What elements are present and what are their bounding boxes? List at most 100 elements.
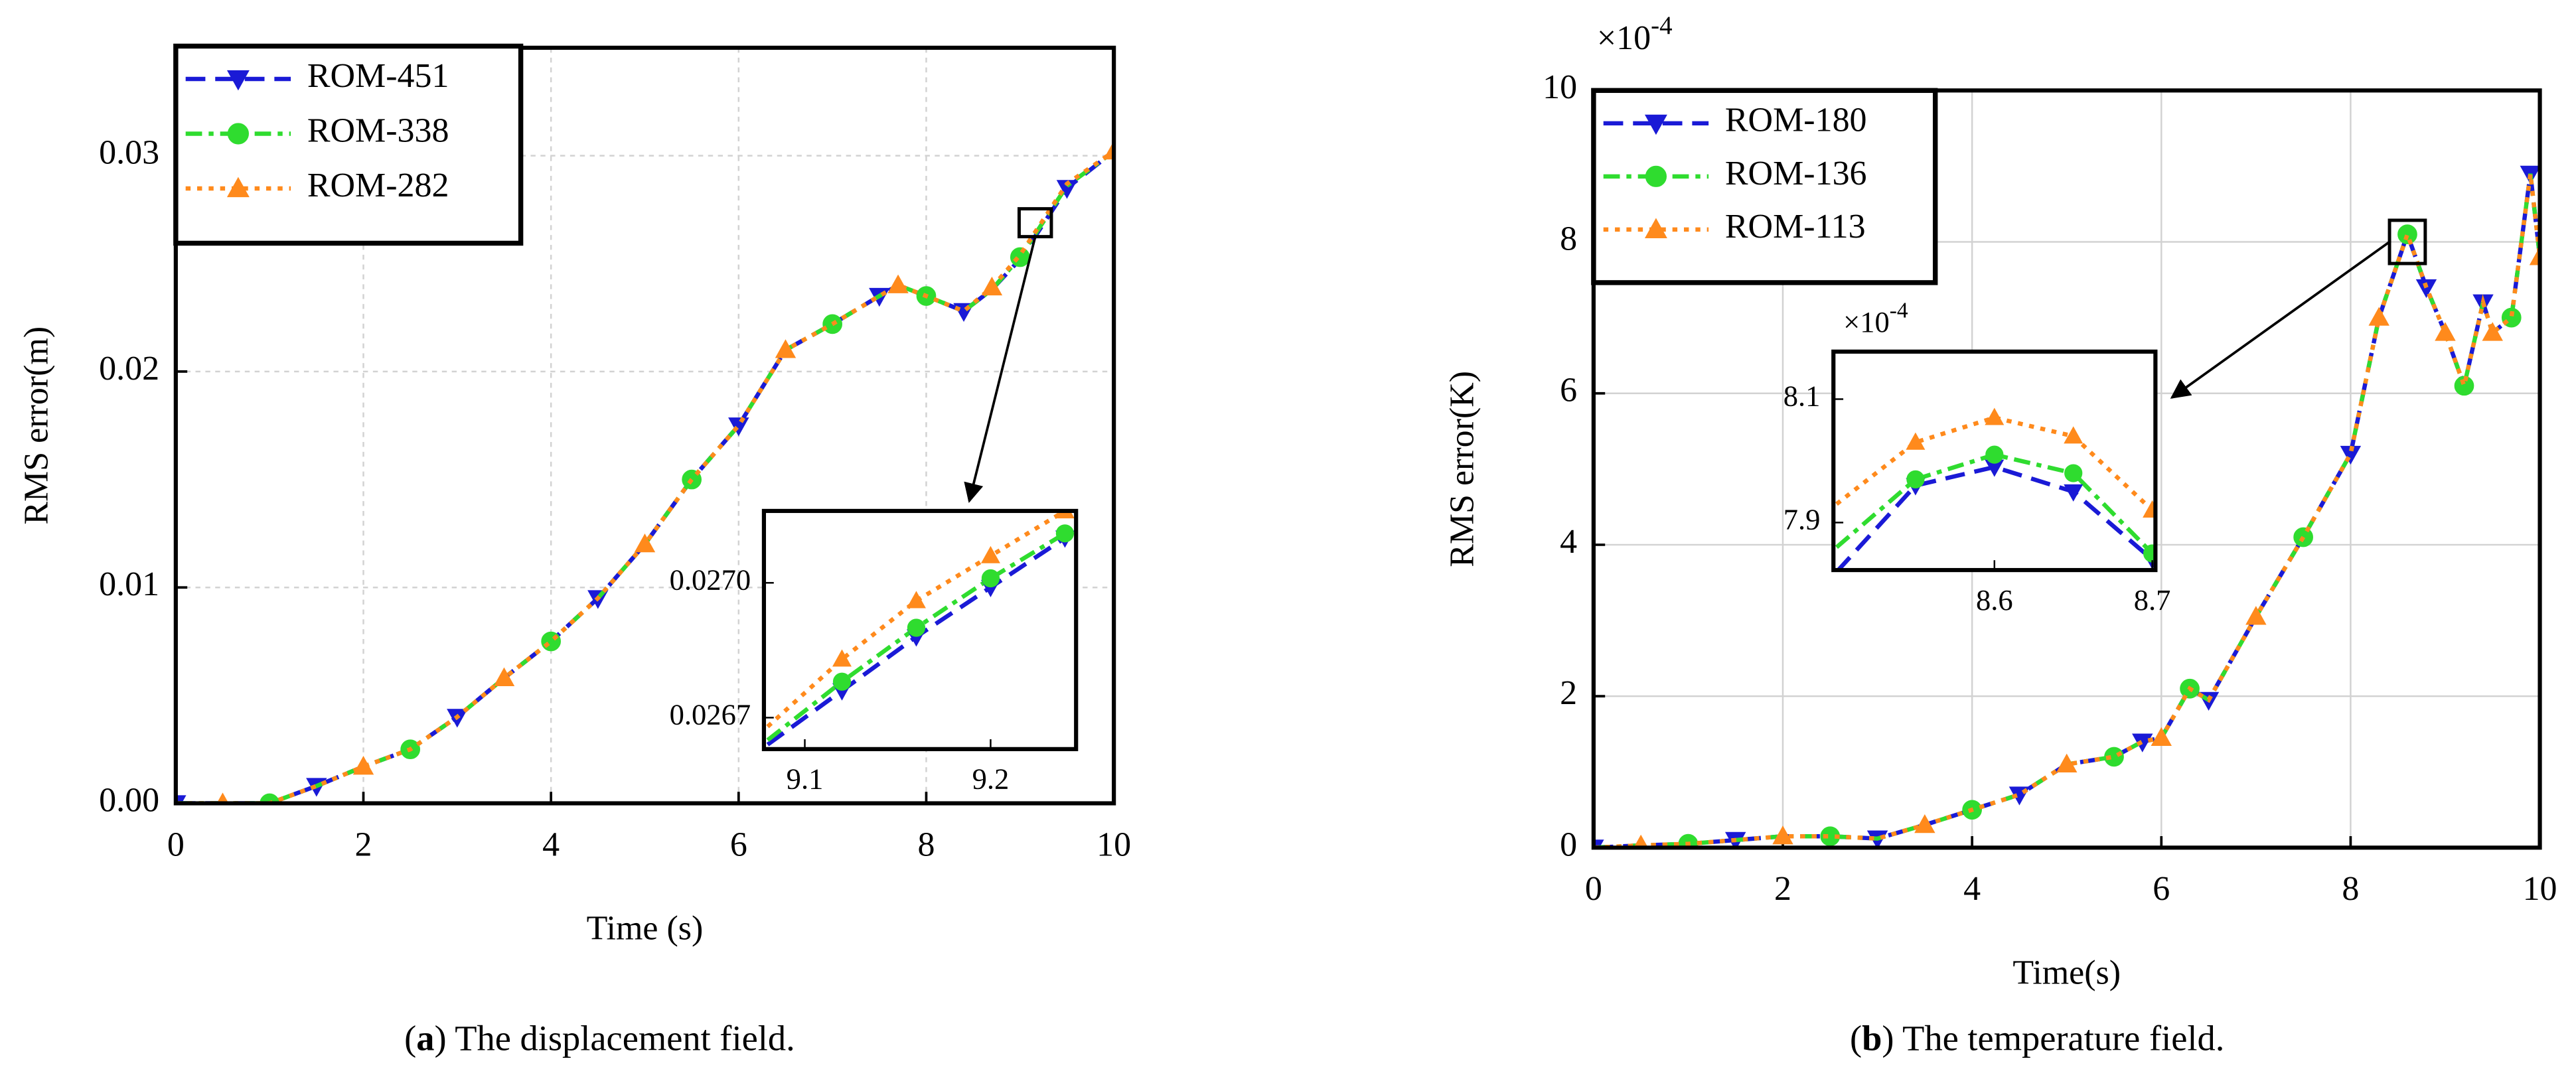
marker <box>906 591 926 609</box>
zoom-arrow <box>964 236 1037 503</box>
series-line <box>1835 465 2154 571</box>
caption-prefix: ( <box>1850 1017 1862 1058</box>
marker <box>2435 322 2456 341</box>
x-tick-label: 8 <box>917 826 935 863</box>
inset-y-tick-label: 7.9 <box>1783 503 1821 536</box>
legend-marker <box>1644 218 1667 238</box>
caption-prefix: ( <box>404 1017 416 1058</box>
x-tick-label: 6 <box>730 826 747 863</box>
marker <box>832 649 852 667</box>
marker <box>1985 445 2004 464</box>
marker <box>260 793 280 804</box>
marker <box>832 672 852 691</box>
x-tick-label: 0 <box>167 826 185 863</box>
x-axis-label: Time(s) <box>2012 954 2121 991</box>
y-axis-label: RMS error(m) <box>17 326 55 525</box>
marker <box>2482 322 2503 341</box>
marker <box>1633 834 1649 848</box>
caption-letter: a <box>416 1017 434 1058</box>
marker <box>2151 727 2172 747</box>
marker <box>775 339 796 358</box>
y-tick-label: 0.01 <box>99 565 159 603</box>
legend-label: ROM-113 <box>1725 208 1866 246</box>
inset-x-tick-label: 8.7 <box>2134 583 2171 616</box>
y-tick-label: 4 <box>1560 523 1577 561</box>
y-axis-label: RMS error(K) <box>1444 371 1481 567</box>
plot-lines <box>1593 165 2540 848</box>
x-tick-label: 6 <box>2153 870 2170 908</box>
plot-frame <box>173 45 1116 806</box>
legend-marker <box>226 70 250 91</box>
plot-lines <box>175 140 1114 804</box>
y-tick-label: 0 <box>1560 826 1577 863</box>
marker <box>541 631 562 652</box>
legend-marker <box>227 123 249 145</box>
x-tick-label: 0 <box>1585 870 1602 908</box>
scale-base: ×10 <box>1597 19 1651 57</box>
marker <box>2143 544 2156 563</box>
y-tick-label: 0.02 <box>99 350 159 388</box>
marker <box>634 533 656 553</box>
y-tick-label: 0.03 <box>99 134 159 172</box>
marker <box>981 569 1000 588</box>
marker <box>2143 500 2156 518</box>
marker <box>1055 524 1075 543</box>
caption: (a) The displacement field. <box>404 1017 795 1058</box>
scale-base: ×10 <box>1843 305 1890 338</box>
y-tick-label: 10 <box>1543 68 1577 106</box>
legend-marker <box>1644 114 1667 135</box>
scale-label: ×10-4 <box>1597 11 1673 57</box>
scale-exponent: -4 <box>1651 11 1672 40</box>
marker <box>2245 606 2267 625</box>
x-tick-label: 2 <box>355 826 372 863</box>
marker <box>1906 432 1926 450</box>
marker <box>2397 224 2417 244</box>
x-tick-label: 2 <box>1774 870 1791 908</box>
series-line <box>1835 415 2154 512</box>
inset-x-tick-label: 9.2 <box>972 762 1010 796</box>
inset-x-tick-label: 8.6 <box>1976 583 2013 616</box>
caption-text: ) The temperature field. <box>1882 1017 2224 1058</box>
x-tick-label: 10 <box>2523 870 2557 908</box>
marker <box>2415 279 2437 299</box>
marker <box>887 274 909 293</box>
caption: (b) The temperature field. <box>1850 1017 2224 1058</box>
inset-lines <box>766 510 1075 747</box>
scale-label: ×10-4 <box>1843 298 1908 338</box>
inset-y-tick-label: 0.0270 <box>670 563 751 597</box>
marker <box>1103 140 1114 160</box>
inset-lines <box>1835 407 2156 571</box>
caption-letter: b <box>1862 1017 1882 1058</box>
marker <box>728 417 749 437</box>
legend-label: ROM-282 <box>307 167 449 204</box>
inset-y-tick-label: 8.1 <box>1783 380 1821 413</box>
marker <box>2056 753 2078 772</box>
x-tick-label: 8 <box>2342 870 2359 908</box>
series-line <box>766 510 1067 729</box>
marker <box>2368 307 2389 326</box>
legend-label: ROM-136 <box>1725 155 1867 192</box>
marker <box>2064 484 2084 502</box>
x-tick-label: 10 <box>1097 826 1131 863</box>
marker <box>1914 814 1935 833</box>
caption-text: ) The displacement field. <box>435 1017 795 1058</box>
marker <box>2529 246 2540 265</box>
marker <box>1010 247 1030 267</box>
marker <box>980 545 1000 563</box>
x-tick-label: 4 <box>1963 870 1981 908</box>
marker <box>1772 826 1793 845</box>
plot-frame <box>1591 88 2542 850</box>
marker <box>2064 464 2083 482</box>
legend-marker <box>1645 165 1667 187</box>
inset-frame <box>761 508 1079 751</box>
y-tick-label: 2 <box>1560 674 1577 712</box>
marker <box>1906 470 1925 488</box>
series-line <box>175 149 1114 804</box>
marker <box>352 756 374 775</box>
y-tick-label: 8 <box>1560 220 1577 257</box>
legend-label: ROM-338 <box>307 111 449 149</box>
x-tick-label: 4 <box>542 826 560 863</box>
marker <box>1985 407 2005 425</box>
